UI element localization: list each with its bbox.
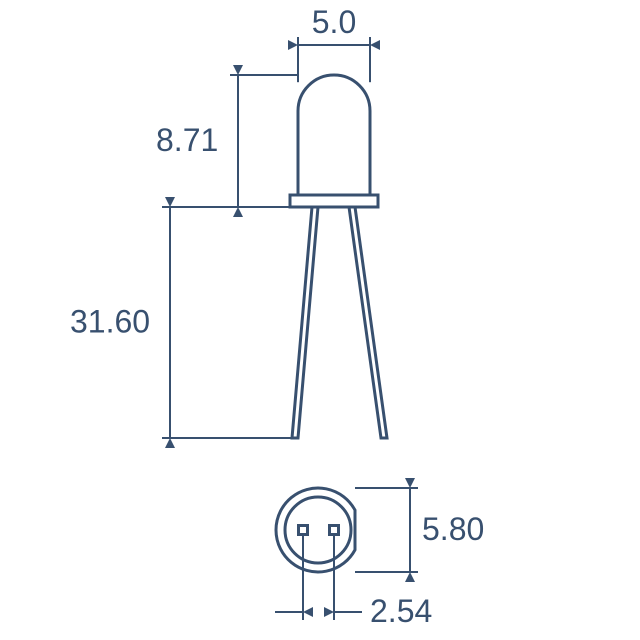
dim-flange-diameter: 5.80 (422, 511, 484, 547)
led-lead (349, 207, 387, 438)
led-lead (292, 207, 318, 438)
led-body-outline (298, 75, 370, 195)
bottom-outer (276, 488, 355, 572)
dim-body-diameter: 5.0 (312, 4, 356, 40)
pad-1 (299, 526, 308, 535)
pad-2 (330, 526, 339, 535)
dim-lead-length: 31.60 (70, 304, 150, 340)
dim-lead-spacing: 2.54 (370, 593, 432, 629)
dim-body-height: 8.71 (156, 122, 218, 158)
led-flange (290, 195, 378, 207)
bottom-inner (285, 497, 351, 563)
